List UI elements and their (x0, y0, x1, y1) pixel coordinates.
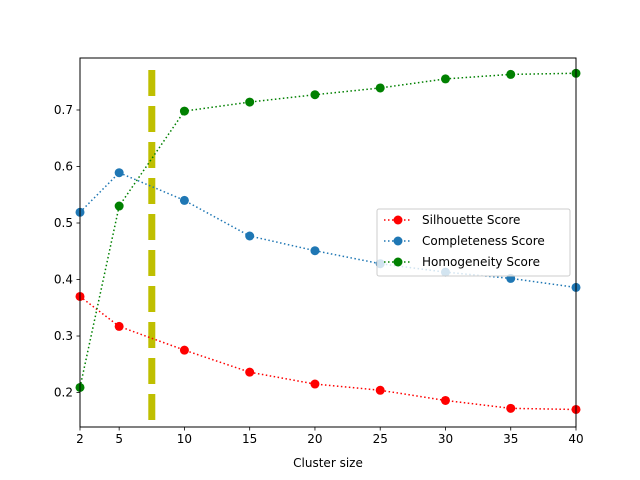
legend-box (376, 208, 571, 277)
silhouette-score-line (79, 295, 577, 411)
completeness-score-point (179, 195, 189, 205)
homogeneity-score-point (310, 90, 320, 100)
completeness-score-point (310, 246, 320, 256)
plot-frame (79, 57, 577, 428)
homogeneity-score-point (179, 106, 189, 116)
silhouette-score-point (310, 379, 320, 389)
y-tick-label: 0.6 (54, 159, 73, 173)
y-tick-label: 0.7 (54, 103, 73, 117)
y-axis: 0.2 0.3 0.4 0.5 0.6 0.7 (54, 103, 80, 400)
completeness-score-point (245, 231, 255, 241)
x-tick-label: 30 (438, 432, 453, 446)
y-tick-label: 0.3 (54, 329, 73, 343)
x-tick-label: 40 (568, 432, 583, 446)
homogeneity-score-point (375, 83, 385, 93)
silhouette-score-point (440, 395, 450, 405)
x-tick-label: 2 (76, 432, 84, 446)
x-tick-label: 15 (242, 432, 257, 446)
silhouette-score-legend-label: Silhouette Score (422, 213, 520, 227)
x-tick-label: 35 (503, 432, 518, 446)
legend: Silhouette Score Completeness Score Homoge… (376, 208, 571, 277)
y-tick-label: 0.2 (54, 386, 73, 400)
x-tick-label: 10 (177, 432, 192, 446)
silhouette-score-legend-marker (393, 215, 403, 225)
y-tick-label: 0.4 (54, 273, 73, 287)
x-tick-label: 25 (373, 432, 388, 446)
homogeneity-score-legend-marker (393, 257, 403, 267)
silhouette-score-point (114, 321, 124, 331)
x-axis-label: Cluster size (293, 456, 363, 470)
homogeneity-score-point (245, 97, 255, 107)
x-tick-label: 5 (115, 432, 123, 446)
y-tick-label: 0.5 (54, 216, 73, 230)
homogeneity-score-point (440, 74, 450, 84)
completeness-score-legend-label: Completeness Score (422, 234, 545, 248)
homogeneity-score-point (114, 201, 124, 211)
silhouette-score-point (179, 345, 189, 355)
silhouette-score-point (506, 403, 516, 413)
completeness-score-legend-marker (393, 236, 403, 246)
homogeneity-score-legend-label: Homogeneity Score (422, 255, 540, 269)
homogeneity-score-point (506, 69, 516, 79)
silhouette-score-point (375, 385, 385, 395)
silhouette-score-point (245, 367, 255, 377)
x-tick-label: 20 (307, 432, 322, 446)
completeness-score-point (114, 168, 124, 178)
x-axis: 2 5 10 15 20 25 30 35 40 (76, 427, 584, 446)
